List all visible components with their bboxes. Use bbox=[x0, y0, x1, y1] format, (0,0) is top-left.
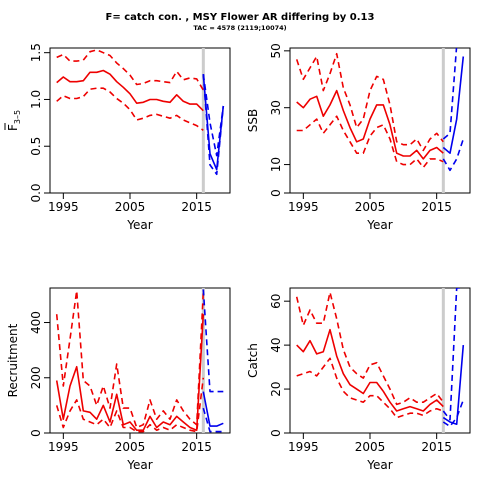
x-axis-title: Year bbox=[126, 218, 152, 232]
y-tick-label: 30 bbox=[269, 100, 283, 115]
projection-upper-line bbox=[202, 74, 225, 157]
x-tick-label: 2015 bbox=[181, 200, 212, 214]
y-tick-label: 400 bbox=[29, 311, 43, 334]
historic-upper-line bbox=[295, 52, 444, 152]
projection-median-line bbox=[202, 391, 224, 427]
y-axis-title: SSB bbox=[246, 109, 260, 132]
historic-lower-line bbox=[296, 357, 444, 419]
historic-lower-line bbox=[296, 115, 444, 169]
historic-median-line bbox=[55, 314, 205, 432]
y-tick-label: 10 bbox=[269, 157, 283, 172]
y-tick-label: 1.0 bbox=[29, 90, 43, 109]
x-tick-label: 2015 bbox=[421, 200, 452, 214]
y-axis-title: Catch bbox=[246, 343, 260, 378]
historic-median-line bbox=[296, 328, 444, 412]
plot-frame bbox=[49, 287, 231, 434]
projection-median-line bbox=[202, 74, 225, 171]
y-tick-label: 0 bbox=[269, 429, 283, 437]
y-axis-title: Recruitment bbox=[6, 323, 20, 397]
recruitment-panel: 0 200 400 1995 2005 2015 Year Recruitment bbox=[6, 287, 231, 472]
projection-lower-line bbox=[442, 399, 465, 428]
y-tick-label: 0.5 bbox=[29, 137, 43, 156]
y-tick-label: 60 bbox=[269, 294, 283, 309]
x-tick-label: 2005 bbox=[355, 200, 386, 214]
projection-lower-line bbox=[202, 407, 224, 433]
catch-panel: 0 20 40 60 1995 2005 2015 Year Catch bbox=[246, 287, 471, 472]
historic-upper-line bbox=[295, 291, 444, 406]
ssb-panel: 0 10 30 50 1995 2005 2015 Year SSB bbox=[246, 43, 471, 232]
projection-upper-line bbox=[442, 288, 464, 421]
y-tick-label: 40 bbox=[269, 337, 283, 352]
x-axis-title: Year bbox=[366, 458, 392, 472]
plot-frame bbox=[289, 287, 471, 434]
x-tick-label: 2015 bbox=[421, 440, 452, 454]
x-tick-label: 2015 bbox=[181, 440, 212, 454]
projection-lower-line bbox=[442, 138, 465, 172]
y-tick-label: 20 bbox=[269, 381, 283, 396]
x-tick-label: 1995 bbox=[48, 440, 79, 454]
historic-median-line bbox=[56, 69, 204, 112]
figure-subtitle: TAC = 4578 (2119;10074) bbox=[193, 24, 286, 32]
projection-median-line bbox=[442, 345, 465, 426]
historic-upper-line bbox=[56, 49, 204, 91]
projection-upper-line bbox=[442, 48, 458, 140]
y-tick-label: 1.5 bbox=[29, 43, 43, 62]
figure-title: F= catch con. , MSY Flower AR differing … bbox=[106, 12, 375, 23]
y-tick-label: 0.0 bbox=[29, 183, 43, 202]
historic-median-line bbox=[296, 89, 444, 160]
y-axis-title-subscript: 3–5 bbox=[13, 110, 22, 124]
x-tick-label: 1995 bbox=[288, 200, 319, 214]
plot-frame bbox=[289, 47, 471, 194]
projection-median-line bbox=[442, 56, 465, 154]
plot-frame bbox=[49, 47, 231, 194]
x-axis-title: Year bbox=[366, 218, 392, 232]
projection-upper-line bbox=[202, 289, 224, 393]
x-tick-label: 1995 bbox=[48, 200, 79, 214]
y-tick-label: 0 bbox=[269, 189, 283, 197]
x-tick-label: 1995 bbox=[288, 440, 319, 454]
x-tick-label: 2005 bbox=[115, 440, 146, 454]
historic-lower-line bbox=[56, 87, 204, 131]
fbar-panel: 0.0 0.5 1.0 1.5 1995 2005 2015 Year F3–5 bbox=[4, 43, 231, 232]
x-tick-label: 2005 bbox=[355, 440, 386, 454]
y-axis-title-main: F bbox=[6, 124, 20, 131]
y-tick-label: 0 bbox=[29, 429, 43, 437]
x-axis-title: Year bbox=[126, 458, 152, 472]
y-tick-label: 200 bbox=[29, 366, 43, 389]
y-tick-label: 50 bbox=[269, 43, 283, 58]
historic-lower-line bbox=[55, 377, 205, 433]
x-tick-label: 2005 bbox=[115, 200, 146, 214]
y-axis-title: F3–5 bbox=[6, 110, 22, 131]
